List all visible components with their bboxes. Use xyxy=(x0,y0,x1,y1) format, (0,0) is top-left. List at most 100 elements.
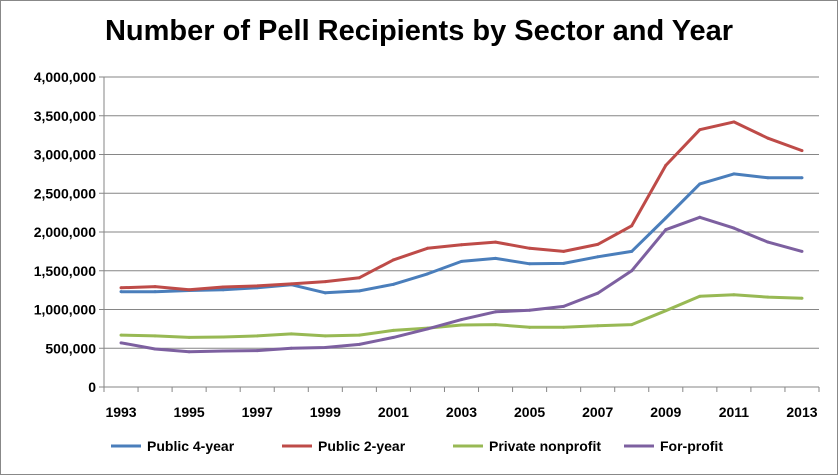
data-point xyxy=(119,286,123,290)
series-line-for-profit xyxy=(120,215,803,354)
chart-title: Number of Pell Recipients by Sector and … xyxy=(104,15,733,47)
y-tick-label: 1,000,000 xyxy=(34,302,96,318)
x-tick-label: 2009 xyxy=(650,404,681,420)
data-point xyxy=(357,333,361,337)
data-point xyxy=(221,335,225,339)
data-point xyxy=(494,240,498,244)
data-point xyxy=(323,280,327,284)
y-tick-label: 500,000 xyxy=(45,340,96,356)
data-point xyxy=(153,285,157,289)
data-point xyxy=(460,243,463,247)
x-tick-label: 1995 xyxy=(174,404,205,420)
data-point xyxy=(664,309,668,313)
data-point xyxy=(153,334,157,338)
data-point xyxy=(221,288,225,292)
data-point xyxy=(153,347,157,351)
data-point xyxy=(255,284,259,288)
data-point xyxy=(664,228,668,232)
y-tick-label: 0 xyxy=(88,379,96,395)
x-tick-label: 1999 xyxy=(310,404,341,420)
data-point xyxy=(187,335,191,339)
legend-label: For-profit xyxy=(660,438,723,454)
x-tick-label: 2007 xyxy=(582,404,613,420)
data-point xyxy=(425,246,429,250)
y-tick-label: 3,000,000 xyxy=(34,147,96,163)
data-point xyxy=(732,226,736,230)
data-point xyxy=(732,172,736,176)
data-point xyxy=(187,288,191,292)
data-point xyxy=(698,215,702,219)
data-point xyxy=(289,282,293,286)
x-tick-label: 2013 xyxy=(786,404,817,420)
series-line-private-nonprofit xyxy=(120,293,803,339)
data-point xyxy=(357,342,361,346)
y-tick-label: 2,500,000 xyxy=(34,185,96,201)
series-line-public-2-year xyxy=(120,120,803,292)
data-point xyxy=(698,182,702,186)
data-point xyxy=(255,349,259,353)
data-point xyxy=(800,296,804,300)
data-point xyxy=(391,258,395,262)
legend-label: Private nonprofit xyxy=(489,438,601,454)
data-point xyxy=(732,120,736,124)
x-tick-label: 2003 xyxy=(446,404,477,420)
data-point xyxy=(323,291,327,295)
data-point xyxy=(562,249,566,253)
data-point xyxy=(425,327,429,331)
x-tick-label: 2011 xyxy=(719,404,750,420)
data-point xyxy=(221,285,225,289)
data-point xyxy=(494,310,498,314)
y-tick-label: 1,500,000 xyxy=(34,263,96,279)
data-point xyxy=(119,341,123,345)
data-point xyxy=(800,149,804,153)
data-point xyxy=(596,324,600,328)
y-tick-label: 3,500,000 xyxy=(34,108,96,124)
y-tick-label: 4,000,000 xyxy=(34,69,96,85)
data-point xyxy=(494,256,498,260)
data-point xyxy=(391,335,395,339)
data-point xyxy=(460,318,463,322)
data-point xyxy=(800,249,804,253)
data-point xyxy=(596,242,600,246)
data-point xyxy=(698,128,702,132)
data-point xyxy=(187,350,191,354)
data-point xyxy=(289,332,293,336)
data-point xyxy=(460,259,463,263)
data-point xyxy=(630,224,634,228)
data-point xyxy=(119,333,123,337)
data-point xyxy=(391,282,395,286)
data-point xyxy=(323,334,327,338)
data-point xyxy=(528,246,532,250)
data-point xyxy=(698,294,702,298)
x-tick-label: 2001 xyxy=(378,404,409,420)
data-point xyxy=(800,176,804,180)
data-point xyxy=(562,261,566,265)
data-point xyxy=(664,216,668,220)
data-point xyxy=(528,262,532,266)
data-point xyxy=(153,290,157,294)
data-point xyxy=(562,325,566,329)
data-point xyxy=(255,334,259,338)
data-point xyxy=(766,295,770,299)
data-point xyxy=(528,308,532,312)
data-point xyxy=(630,249,634,253)
x-tick-label: 2005 xyxy=(514,404,545,420)
data-point xyxy=(391,328,395,332)
data-point xyxy=(630,323,634,327)
data-point xyxy=(528,325,532,329)
series-line-public-4-year xyxy=(121,172,802,295)
data-point xyxy=(766,240,770,244)
legend-label: Public 4-year xyxy=(147,438,235,454)
data-point xyxy=(221,349,225,353)
data-point xyxy=(562,304,566,308)
legend-label: Public 2-year xyxy=(318,438,406,454)
data-point xyxy=(766,136,770,140)
data-point xyxy=(357,276,361,280)
x-tick-label: 1997 xyxy=(242,404,273,420)
data-point xyxy=(630,269,634,273)
x-tick-label: 1993 xyxy=(105,404,136,420)
data-point xyxy=(289,346,293,350)
data-point xyxy=(460,323,463,327)
